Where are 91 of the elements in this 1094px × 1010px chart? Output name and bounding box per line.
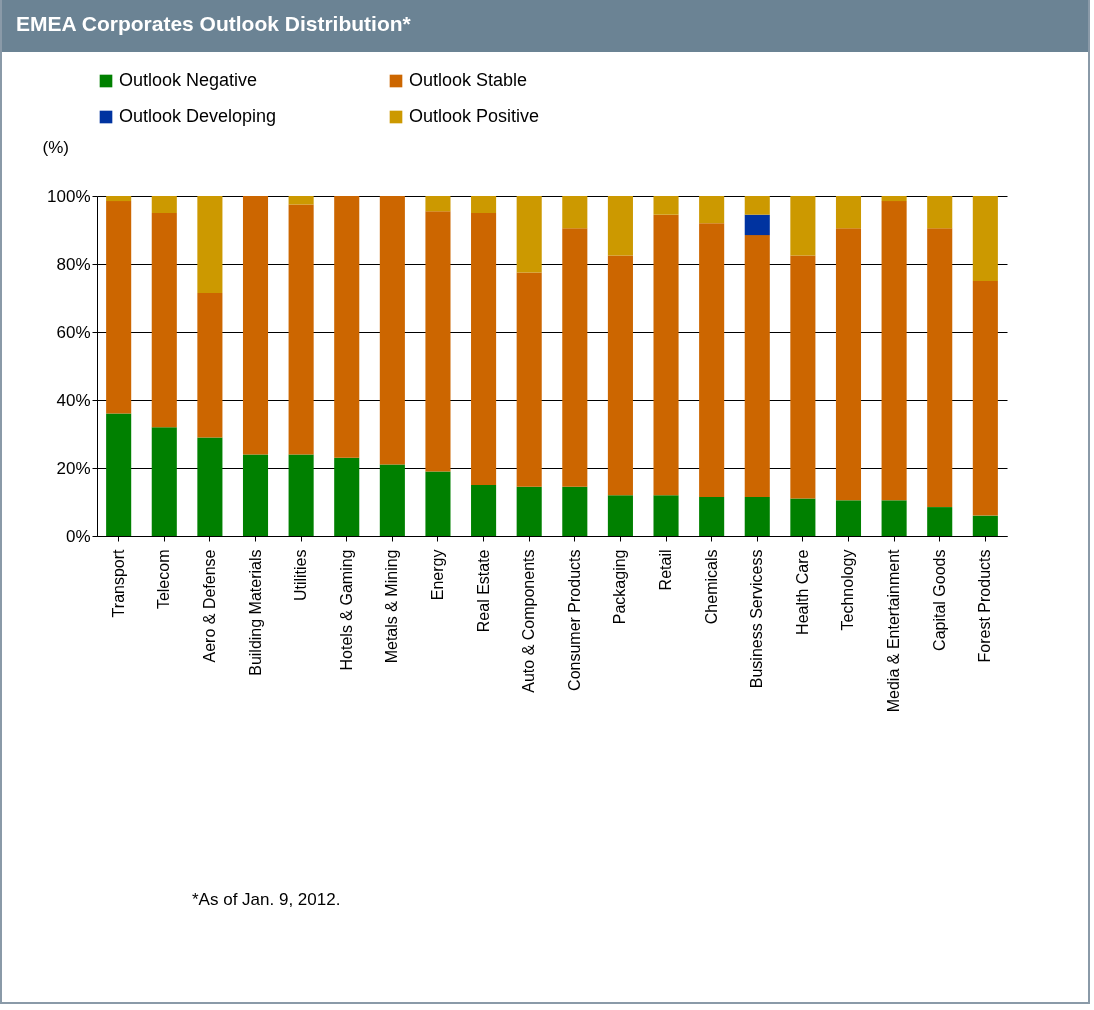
bar	[653, 196, 679, 215]
x-tick-label: Transport	[109, 548, 127, 618]
bar	[699, 496, 725, 536]
bar	[379, 196, 405, 465]
bar	[927, 228, 953, 508]
bar	[562, 196, 588, 229]
bar	[471, 196, 497, 213]
x-tick-label: Telecom	[155, 549, 173, 610]
x-tick-label: Auto & Components	[520, 549, 538, 693]
x-tick-label: Business Servicess	[748, 549, 766, 689]
bar	[790, 196, 816, 256]
bar	[106, 201, 132, 414]
y-axis-title: (%)	[42, 137, 69, 157]
bar	[699, 196, 725, 224]
bar	[288, 204, 314, 455]
bar	[106, 196, 132, 202]
bar	[744, 214, 770, 236]
y-tick-label: 100%	[47, 186, 91, 206]
bar	[197, 292, 223, 438]
bar	[471, 213, 497, 485]
bar	[607, 255, 633, 496]
y-tick-label: 80%	[56, 254, 91, 274]
bar	[699, 223, 725, 497]
bar	[744, 496, 770, 536]
bar	[653, 214, 679, 496]
bar	[471, 485, 497, 536]
x-tick-label: Technology	[839, 549, 857, 631]
y-tick-label: 60%	[56, 322, 91, 342]
bar	[835, 500, 862, 536]
legend-label: Outlook Positive	[409, 106, 540, 126]
x-tick-label: Real Estate	[474, 549, 492, 633]
bar	[197, 437, 223, 536]
bar	[790, 255, 816, 499]
bar	[516, 196, 542, 273]
bar	[425, 471, 451, 536]
bar	[927, 507, 953, 536]
bar	[972, 196, 998, 281]
bar	[242, 196, 269, 455]
bar	[835, 196, 862, 229]
bar	[744, 196, 770, 215]
bar	[790, 498, 816, 536]
bar	[653, 495, 679, 536]
bar	[197, 196, 223, 293]
x-tick-label: Capital Goods	[930, 549, 948, 651]
bar	[151, 427, 177, 536]
bar	[972, 281, 998, 516]
bar	[334, 457, 360, 536]
x-tick-label: Consumer Products	[565, 549, 583, 691]
x-tick-label: Chemicals	[702, 549, 720, 625]
bar	[881, 201, 907, 501]
bar	[927, 196, 953, 229]
bar	[881, 196, 907, 202]
legend-label: Outlook Developing	[119, 106, 277, 126]
bar	[242, 454, 269, 536]
x-tick-label: Energy	[428, 549, 446, 601]
bar	[562, 228, 588, 487]
legend-label: Outlook Stable	[409, 70, 528, 90]
x-tick-label: Retail	[657, 549, 675, 591]
bar	[516, 486, 542, 536]
bar	[151, 213, 177, 428]
text: *As of Jan. 9, 2012.	[192, 890, 341, 910]
y-tick-label: 40%	[56, 390, 91, 410]
y-tick-label: 0%	[65, 526, 91, 546]
bar	[151, 196, 177, 213]
bar	[425, 211, 451, 472]
bar	[744, 235, 770, 497]
chart-title: EMEA Corporates Outlook Distribution*	[2, 0, 1088, 52]
x-tick-label: Utilities	[292, 549, 310, 602]
x-tick-label: Metals & Mining	[383, 549, 401, 664]
x-tick-label: Forest Products	[976, 549, 994, 663]
x-tick-label: Media & Entertainment	[885, 548, 903, 713]
x-tick-label: Aero & Defense	[200, 549, 218, 663]
bar	[607, 495, 633, 536]
bar	[516, 272, 542, 487]
y-tick-label: 20%	[56, 458, 91, 478]
bar	[881, 500, 907, 536]
bar	[607, 196, 633, 256]
bar	[425, 196, 451, 212]
bar	[379, 464, 405, 536]
x-tick-label: Building Materials	[246, 549, 264, 676]
bar	[562, 486, 588, 536]
bar	[106, 413, 132, 536]
bar	[288, 454, 314, 536]
x-tick-label: Packaging	[611, 549, 629, 625]
legend-label: Outlook Negative	[119, 70, 258, 90]
x-tick-label: Health Care	[793, 549, 811, 635]
x-tick-label: Hotels & Gaming	[337, 549, 355, 671]
bar	[288, 196, 314, 205]
bar	[972, 515, 998, 536]
bar	[334, 196, 360, 458]
bar	[835, 228, 862, 501]
